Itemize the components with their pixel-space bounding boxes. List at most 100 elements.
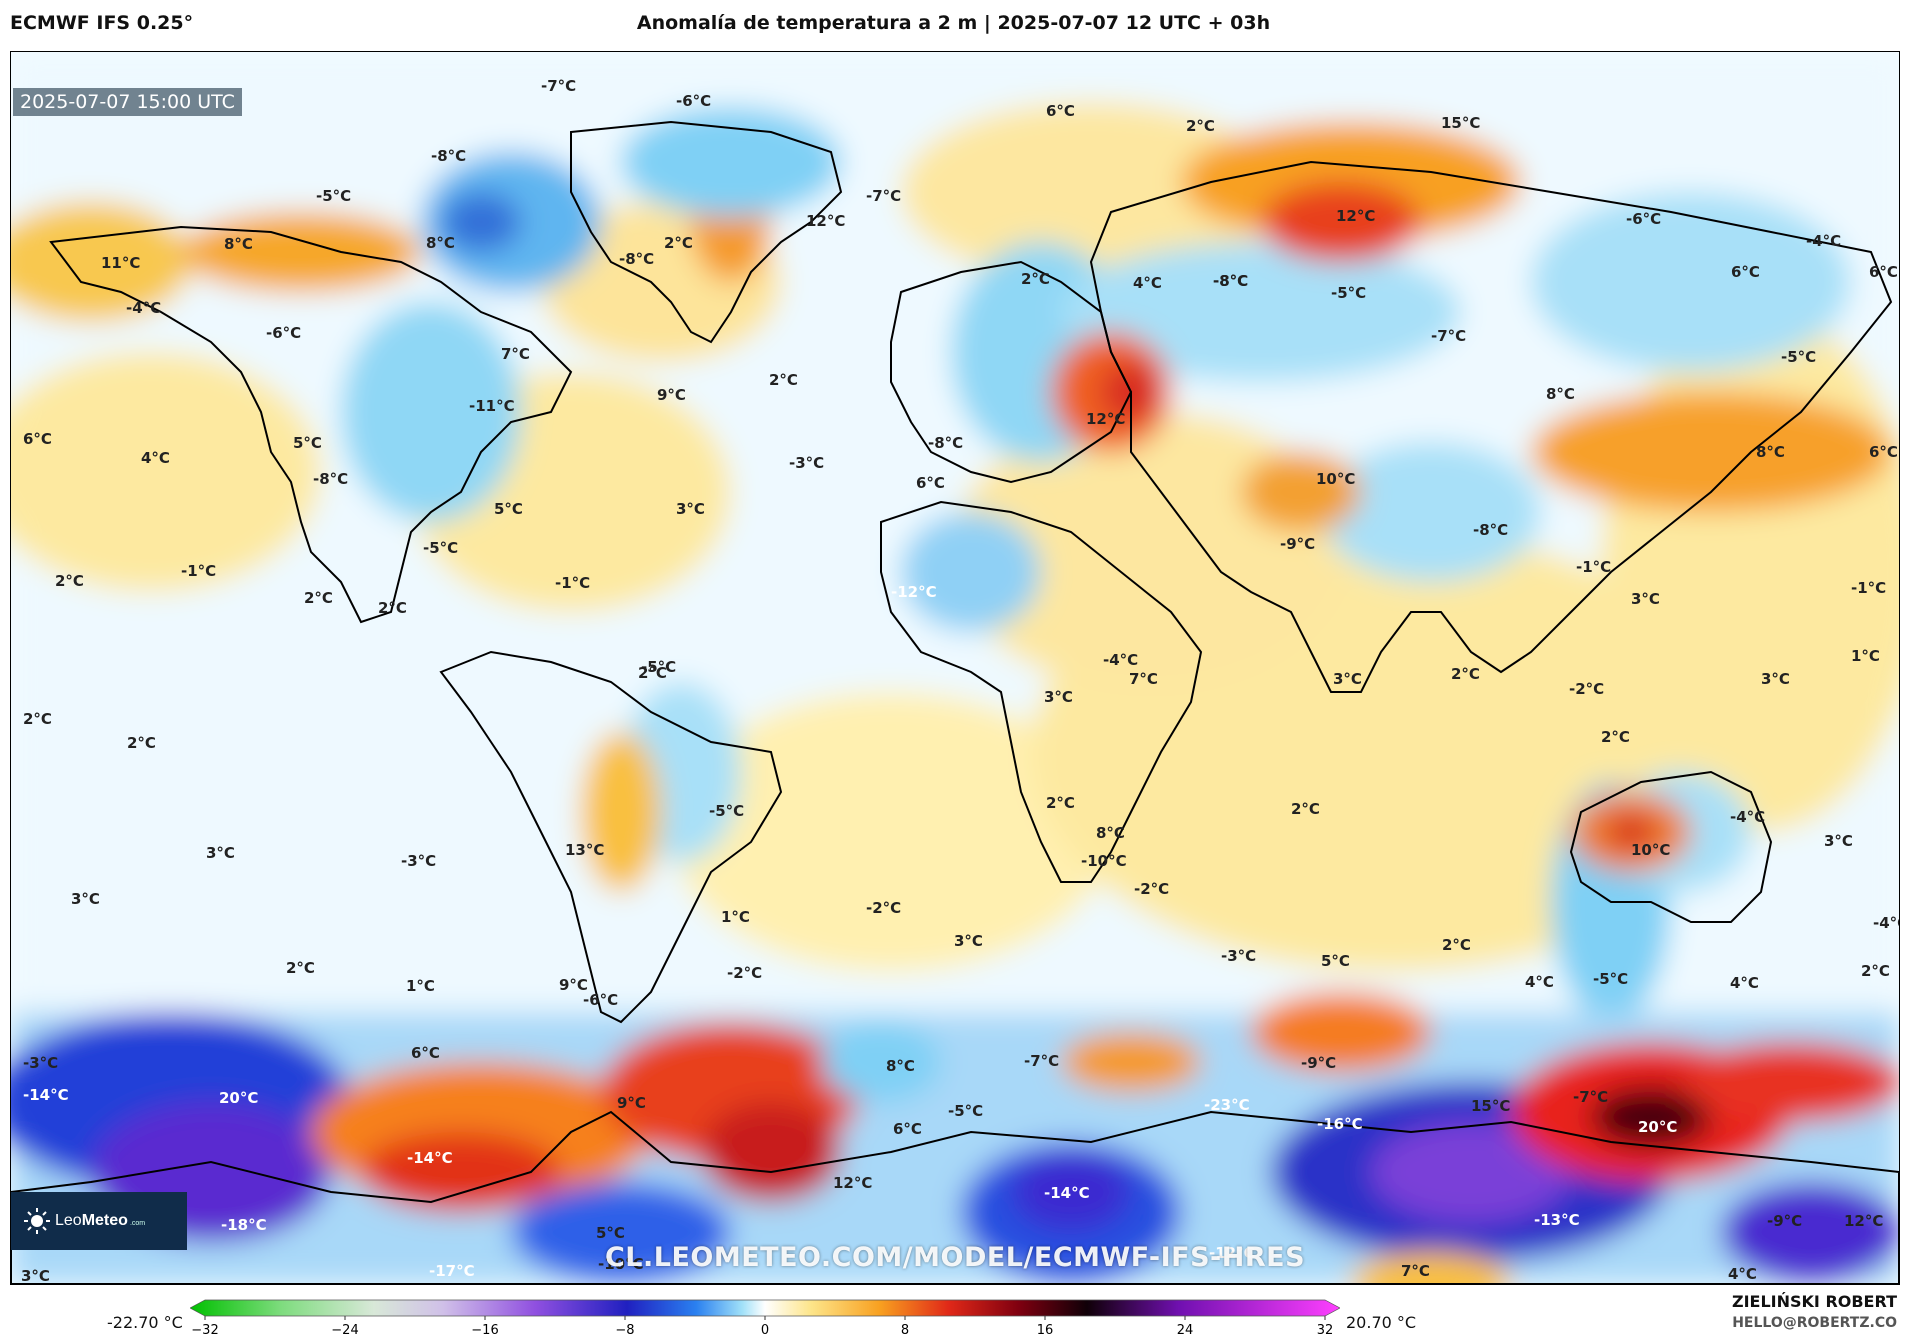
temperature-label: 2°C: [1442, 936, 1471, 954]
leometeo-logo[interactable]: LeoMeteo .com: [11, 1192, 187, 1250]
temperature-label: 2°C: [1186, 117, 1215, 135]
temperature-label: -7°C: [1573, 1088, 1608, 1106]
temperature-label: -9°C: [1280, 535, 1315, 553]
temperature-label: -8°C: [1473, 521, 1508, 539]
author-email[interactable]: HELLO@ROBERTZ.CO: [1732, 1315, 1897, 1331]
temperature-labels: -7°C -6°C 6°C 2°C 15°C -8°C -7°C -5°C 12°C 8°C 2°C…: [21, 77, 1899, 1284]
temperature-label: 3°C: [1631, 590, 1660, 608]
temperature-label: 5°C: [1321, 952, 1350, 970]
temperature-label: -7°C: [866, 187, 901, 205]
temperature-label: 7°C: [1129, 670, 1158, 688]
temperature-label: 20°C: [219, 1089, 258, 1107]
temperature-label: -5°C: [1781, 348, 1816, 366]
temperature-label: 9°C: [657, 386, 686, 404]
temperature-label: 6°C: [1869, 443, 1898, 461]
temperature-label: -7°C: [541, 77, 576, 95]
valid-time-badge: 2025-07-07 15:00 UTC: [13, 88, 242, 116]
temperature-label: 5°C: [293, 434, 322, 452]
temperature-label: -9°C: [1301, 1054, 1336, 1072]
temperature-label: 8°C: [426, 234, 455, 252]
temperature-label: -8°C: [928, 434, 963, 452]
temperature-label: -13°C: [1534, 1211, 1580, 1229]
logo-wordmark: LeoMeteo .com: [55, 1212, 146, 1229]
temperature-label: 2°C: [304, 589, 333, 607]
temperature-label: -4°C: [126, 299, 161, 317]
temperature-label: -3°C: [1221, 947, 1256, 965]
temperature-label: 2°C: [127, 734, 156, 752]
legend-tick-label: 0: [761, 1323, 769, 1338]
temperature-label: -2°C: [866, 899, 901, 917]
temperature-label: 2°C: [378, 599, 407, 617]
temperature-label: -4°C: [1873, 914, 1899, 932]
temperature-label: -5°C: [316, 187, 351, 205]
temperature-label: 5°C: [596, 1224, 625, 1242]
temperature-label: -3°C: [789, 454, 824, 472]
temperature-label: 3°C: [1824, 832, 1853, 850]
temperature-label: -10°C: [598, 1255, 644, 1273]
temperature-label: 4°C: [1728, 1265, 1757, 1283]
temperature-label: 2°C: [638, 664, 667, 682]
temperature-label: -5°C: [709, 802, 744, 820]
author-name: ZIELIŃSKI ROBERT: [1731, 1292, 1897, 1311]
temperature-label: -7°C: [1431, 327, 1466, 345]
temperature-label: 20°C: [1638, 1118, 1677, 1136]
temperature-label: 15°C: [1471, 1097, 1510, 1115]
temperature-label: 10°C: [1631, 841, 1670, 859]
temperature-label: -5°C: [1331, 284, 1366, 302]
legend-tick-label: 8: [901, 1323, 909, 1338]
legend-tick-label: −32: [191, 1323, 218, 1338]
anomaly-field: [11, 52, 1899, 1284]
color-scale-bar: [190, 1299, 1340, 1317]
map-frame[interactable]: -7°C -6°C 6°C 2°C 15°C -8°C -7°C -5°C 12°C 8°C 2°C…: [10, 51, 1900, 1285]
temperature-label: -5°C: [1593, 970, 1628, 988]
temperature-label: 3°C: [1761, 670, 1790, 688]
legend-max-label: 20.70 °C: [1346, 1313, 1417, 1332]
temperature-label: -5°C: [641, 658, 676, 676]
temperature-label: -2°C: [727, 964, 762, 982]
legend-tick-label: −24: [331, 1323, 358, 1338]
temperature-label: -12°C: [1209, 1244, 1255, 1262]
temperature-label: -8°C: [1213, 272, 1248, 290]
temperature-label: -23°C: [1204, 1096, 1250, 1114]
temperature-label: 3°C: [1044, 688, 1073, 706]
temperature-label: 12°C: [1844, 1212, 1883, 1230]
temperature-label: 3°C: [206, 844, 235, 862]
temperature-label: -4°C: [1730, 808, 1765, 826]
temperature-label: 9°C: [559, 976, 588, 994]
temperature-label: -7°C: [1024, 1052, 1059, 1070]
temperature-label: -3°C: [401, 852, 436, 870]
temperature-label: -18°C: [221, 1216, 267, 1234]
temperature-label: 6°C: [1046, 102, 1075, 120]
temperature-label: 2°C: [664, 234, 693, 252]
sun-icon: [24, 1208, 50, 1234]
temperature-label: 6°C: [893, 1120, 922, 1138]
temperature-label: 5°C: [494, 500, 523, 518]
legend-ticks: −32 −24 −16 −8 0 8 16 24 32: [191, 1316, 1333, 1338]
model-name: ECMWF IFS 0.25°: [10, 12, 194, 34]
temperature-label: -8°C: [431, 147, 466, 165]
legend-tick-label: −8: [615, 1323, 634, 1338]
temperature-label: 7°C: [1401, 1262, 1430, 1280]
temperature-label: -5°C: [948, 1102, 983, 1120]
temperature-label: 8°C: [1096, 824, 1125, 842]
temperature-label: -2°C: [1134, 880, 1169, 898]
temperature-label: 7°C: [501, 345, 530, 363]
temperature-label: 6°C: [411, 1044, 440, 1062]
temperature-label: -6°C: [266, 324, 301, 342]
temperature-label: -8°C: [619, 250, 654, 268]
temperature-label: 2°C: [1021, 270, 1050, 288]
map-title: Anomalía de temperatura a 2 m | 2025-07-…: [636, 12, 1271, 34]
temperature-label: -1°C: [1576, 558, 1611, 576]
temperature-label: 1°C: [406, 977, 435, 995]
temperature-label: 2°C: [55, 572, 84, 590]
temperature-label: -14°C: [407, 1149, 453, 1167]
temperature-label: 12°C: [1086, 410, 1125, 428]
temperature-label: 6°C: [23, 430, 52, 448]
temperature-label: -16°C: [1317, 1115, 1363, 1133]
temperature-label: 3°C: [1333, 670, 1362, 688]
temperature-label: -2°C: [1569, 680, 1604, 698]
temperature-label: 2°C: [1451, 665, 1480, 683]
temperature-label: -14°C: [23, 1086, 69, 1104]
color-scale-legend: −32 −24 −16 −8 0 8 16 24 32: [190, 1299, 1340, 1338]
temperature-label: -5°C: [423, 539, 458, 557]
